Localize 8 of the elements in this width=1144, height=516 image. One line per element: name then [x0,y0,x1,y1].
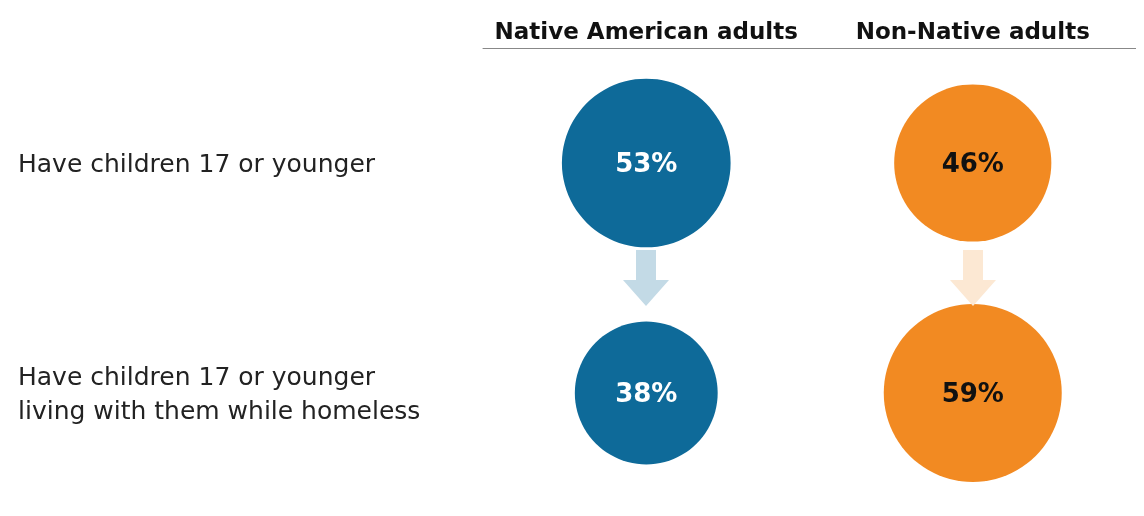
data-label: 46% [941,148,1004,178]
category-label: Have children 17 or younger [18,148,376,178]
data-label: 38% [615,378,678,408]
data-label: 59% [941,378,1004,408]
category-label: Non-Native adults [855,17,1090,44]
category-label: Have children 17 or younger living with them while homeless [18,361,421,425]
category-label: Native American adults [494,17,798,44]
data-label: 53% [615,148,678,178]
